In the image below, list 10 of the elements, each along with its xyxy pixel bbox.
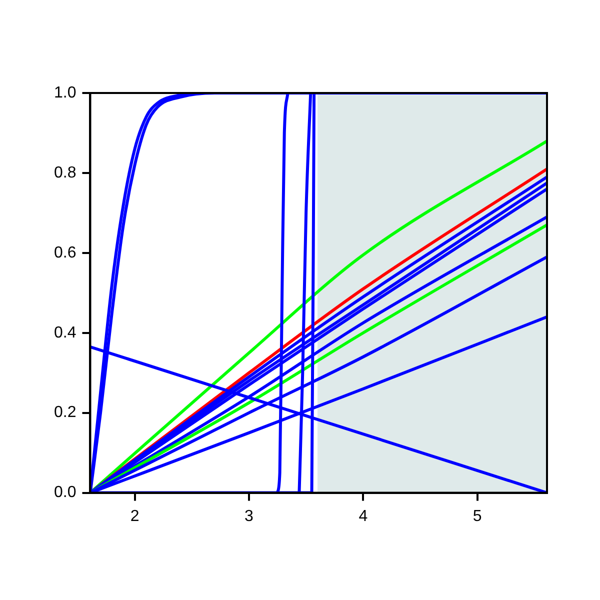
y-tick-label: 1.0 — [54, 84, 76, 102]
x-tick-label: 4 — [358, 508, 368, 525]
x-tick-label: 5 — [472, 508, 482, 525]
y-tick-label: 0.0 — [54, 484, 76, 502]
y-tick-label: 0.8 — [54, 164, 76, 182]
y-tick-label: 0.6 — [54, 244, 76, 262]
y-tick-label: 0.4 — [54, 324, 76, 342]
x-tick-label: 3 — [244, 508, 254, 525]
x-tick-label: 2 — [130, 508, 140, 525]
y-tick-label: 0.2 — [54, 404, 76, 422]
